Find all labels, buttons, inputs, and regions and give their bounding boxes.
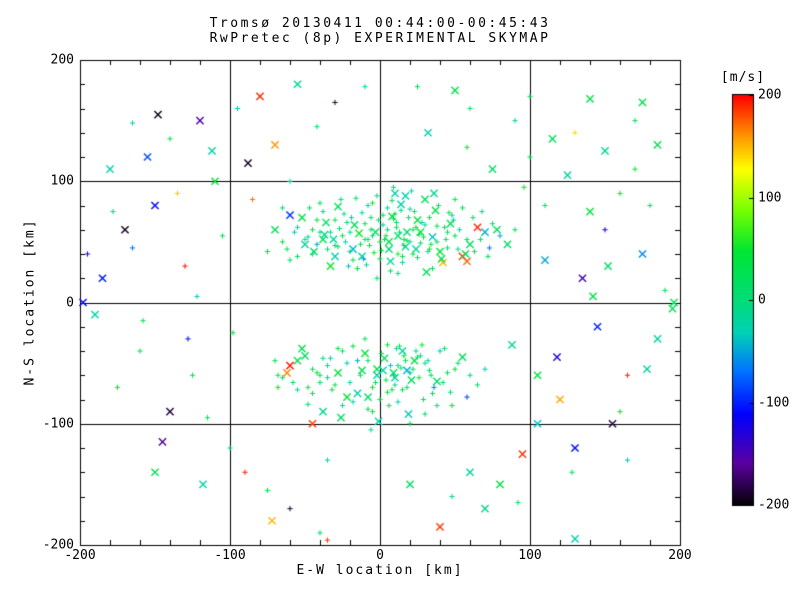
y-axis-label: N-S location [km]: [22, 218, 38, 386]
y-tick-label: 100: [50, 173, 74, 189]
x-axis-label: E-W location [km]: [296, 563, 464, 578]
colorbar-tick-label: -100: [758, 395, 790, 410]
x-tick-label: -200: [64, 548, 96, 563]
plot-title: Tromsø 20130411 00:44:00-00:45:43: [209, 16, 551, 31]
x-tick-label: 100: [518, 548, 542, 563]
colorbar-tick-label: -200: [758, 497, 790, 513]
plot-subtitle: RwPretec (8p) EXPERIMENTAL SKYMAP: [209, 31, 551, 46]
colorbar-title: [m/s]: [720, 70, 766, 85]
y-tick-label: -200: [42, 537, 74, 553]
colorbar-tick-label: 100: [758, 190, 782, 205]
x-tick-label: 0: [376, 548, 384, 563]
y-tick-label: 200: [50, 52, 74, 68]
y-tick-label: -100: [42, 416, 74, 432]
x-tick-label: 200: [668, 548, 692, 563]
colorbar-tick-label: 0: [758, 292, 766, 308]
y-tick-label: 0: [66, 295, 74, 310]
x-tick-label: -100: [214, 548, 246, 563]
colorbar-tick-label: 200: [758, 87, 782, 103]
